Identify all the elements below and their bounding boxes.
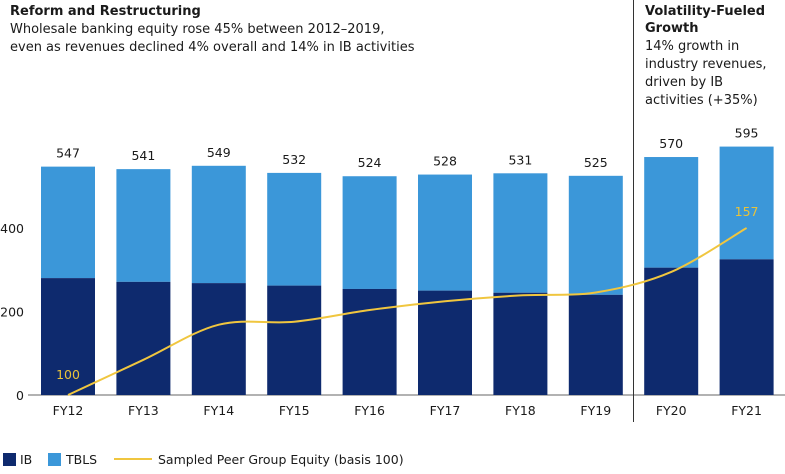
bar-total-label-FY19: 525 xyxy=(584,155,608,170)
equity-label-first: 100 xyxy=(56,367,80,382)
left-line-1: Wholesale banking equity rose 45% betwee… xyxy=(10,22,384,37)
bar-tbls-FY15 xyxy=(267,172,322,286)
bar-tbls-FY13 xyxy=(116,169,171,282)
bar-tbls-FY21 xyxy=(719,146,774,260)
bar-total-label-FY14: 549 xyxy=(207,145,231,160)
x-tick-label-FY14: FY14 xyxy=(203,403,234,418)
annotation-left: Reform and Restructuring Wholesale banki… xyxy=(10,4,415,55)
left-line-2: even as revenues declined 4% overall and… xyxy=(10,40,415,55)
bar-tbls-FY12 xyxy=(41,166,95,279)
x-tick-label-FY20: FY20 xyxy=(656,403,687,418)
bar-total-label-FY16: 524 xyxy=(358,155,382,170)
right-line-3: driven by IB xyxy=(645,75,723,90)
bar-ib-FY16 xyxy=(342,288,397,395)
right-title-line-1: Volatility-Fueled xyxy=(645,4,765,19)
plot-area: 0 200 400 547 FY12 541 FY13 549 FY14 532 FY15 524 FY… xyxy=(0,0,785,422)
x-tick-label-FY16: FY16 xyxy=(354,403,385,418)
legend-swatch-ib xyxy=(3,453,16,466)
right-line-2: industry revenues, xyxy=(645,57,767,72)
bar-total-label-FY18: 531 xyxy=(508,152,532,167)
x-tick-label-FY18: FY18 xyxy=(505,403,536,418)
equity-line xyxy=(67,227,748,396)
x-tick-label-FY15: FY15 xyxy=(279,403,310,418)
bar-tbls-FY20 xyxy=(644,157,699,268)
legend-label-ib: IB xyxy=(20,452,32,467)
bar-ib-FY12 xyxy=(41,278,95,395)
equity-label-last: 157 xyxy=(735,204,759,219)
x-tick-label-FY19: FY19 xyxy=(580,403,611,418)
right-line-4: activities (+35%) xyxy=(645,93,758,108)
bar-total-label-FY13: 541 xyxy=(131,148,155,163)
x-tick-label-FY21: FY21 xyxy=(731,403,762,418)
bar-ib-FY15 xyxy=(267,285,322,395)
bar-ib-FY19 xyxy=(568,294,623,395)
legend-swatch-tbls xyxy=(48,453,61,466)
bar-tbls-FY18 xyxy=(493,173,548,293)
bar-ib-FY13 xyxy=(116,281,171,395)
bar-total-label-FY17: 528 xyxy=(433,154,457,169)
legend: IB TBLS Sampled Peer Group Equity (basis… xyxy=(3,452,404,467)
bar-tbls-FY19 xyxy=(568,175,623,295)
right-title-line-2: Growth xyxy=(645,21,699,36)
y-tick-label-200: 200 xyxy=(0,305,24,320)
legend-label-tbls: TBLS xyxy=(65,452,97,467)
left-title: Reform and Restructuring xyxy=(10,4,201,19)
bar-ib-FY17 xyxy=(418,290,472,395)
bar-ib-FY14 xyxy=(191,283,246,395)
bar-tbls-FY14 xyxy=(191,165,246,284)
bar-ib-FY20 xyxy=(644,267,699,395)
bar-tbls-FY16 xyxy=(342,176,397,289)
right-line-1: 14% growth in xyxy=(645,39,739,54)
x-tick-label-FY17: FY17 xyxy=(430,403,461,418)
y-tick-label-400: 400 xyxy=(0,221,24,236)
x-tick-label-FY12: FY12 xyxy=(53,403,84,418)
bar-total-label-FY20: 570 xyxy=(659,136,683,151)
bar-total-label-FY21: 595 xyxy=(735,126,759,141)
bar-total-label-FY15: 532 xyxy=(282,152,306,167)
legend-label-equity: Sampled Peer Group Equity (basis 100) xyxy=(158,452,404,467)
x-tick-label-FY13: FY13 xyxy=(128,403,159,418)
y-tick-label-0: 0 xyxy=(16,388,24,403)
annotation-right: Volatility-Fueled Growth 14% growth in i… xyxy=(645,4,767,108)
bar-ib-FY21 xyxy=(719,259,774,395)
bar-total-label-FY12: 547 xyxy=(56,146,80,161)
bar-tbls-FY17 xyxy=(418,174,472,291)
bar-ib-FY18 xyxy=(493,292,548,395)
